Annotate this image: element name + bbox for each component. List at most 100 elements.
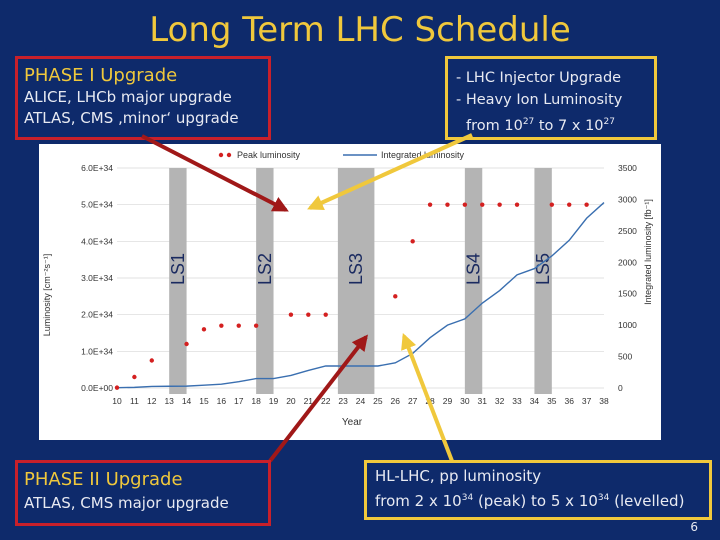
y-tick-label: 0.0E+00 — [81, 383, 113, 393]
legend-peak-marker-2 — [218, 152, 224, 158]
x-axis-label: Year — [342, 417, 363, 428]
x-tick-label: 28 — [425, 396, 435, 406]
peak-luminosity-point — [480, 202, 485, 207]
hl-line2-post: (levelled) — [609, 492, 685, 510]
x-tick-label: 16 — [217, 396, 227, 406]
peak-luminosity-point — [410, 239, 415, 244]
y2-tick-label: 0 — [618, 383, 623, 393]
y2-tick-label: 3000 — [618, 194, 637, 204]
shutdown-label-ls5: LS5 — [533, 253, 553, 285]
shutdown-label-ls4: LS4 — [464, 253, 484, 285]
hl-lhc-box: HL-LHC, pp luminosity from 2 x 1034 (pea… — [364, 460, 712, 520]
x-tick-label: 19 — [269, 396, 279, 406]
injector-line1: - LHC Injector Upgrade — [456, 70, 622, 86]
hl-line1: HL-LHC, pp luminosity — [375, 467, 542, 485]
peak-luminosity-point — [253, 323, 259, 328]
y2-tick-label: 1500 — [618, 289, 637, 299]
hl-line2-sup1: 34 — [461, 493, 474, 503]
x-tick-label: 12 — [147, 396, 157, 406]
page-title: Long Term LHC Schedule — [149, 10, 571, 50]
x-tick-label: 18 — [251, 396, 261, 406]
peak-luminosity-point — [497, 202, 502, 207]
shutdown-label-ls2: LS2 — [255, 253, 275, 285]
x-axis-ticks: 10 11 12 13 14 15 16 17 18 19 20 21 22 23 24 25 26 27 28 29… — [112, 396, 609, 406]
peak-luminosity-point — [323, 312, 328, 317]
page-number: 6 — [690, 520, 698, 534]
x-tick-label: 23 — [338, 396, 348, 406]
phase1-heading: PHASE I Upgrade — [24, 65, 178, 86]
y-tick-label: 6.0E+34 — [81, 163, 113, 173]
peak-luminosity-point — [149, 358, 154, 363]
x-tick-label: 32 — [495, 396, 505, 406]
x-tick-label: 22 — [321, 396, 331, 406]
injector-line3-sup1: 27 — [522, 117, 535, 127]
x-tick-label: 30 — [460, 396, 470, 406]
phase1-box: PHASE I Upgrade ALICE, LHCb major upgrad… — [15, 56, 271, 140]
peak-luminosity-point — [462, 202, 468, 207]
x-tick-label: 15 — [199, 396, 209, 406]
peak-luminosity-point — [445, 202, 450, 207]
y-axis-ticks: 0.0E+00 1.0E+34 2.0E+34 3.0E+34 4.0E+34 5.0E+… — [81, 163, 113, 393]
peak-luminosity-point — [567, 202, 572, 207]
peak-luminosity-point — [236, 323, 241, 328]
phase2-heading: PHASE II Upgrade — [24, 469, 183, 490]
y2-tick-label: 1000 — [618, 320, 637, 330]
legend-integrated-label: Integrated luminosity — [381, 150, 465, 160]
peak-luminosity-point — [288, 312, 294, 317]
peak-luminosity-point — [184, 341, 189, 347]
x-tick-label: 20 — [286, 396, 296, 406]
peak-luminosity-point — [584, 202, 589, 207]
x-tick-label: 29 — [443, 396, 453, 406]
shutdown-label-ls1: LS1 — [168, 253, 188, 285]
y-tick-label: 2.0E+34 — [81, 310, 113, 320]
peak-luminosity-point — [114, 385, 120, 390]
luminosity-chart: LS1 LS2 LS3 LS4 LS5 0.0E+00 1.0E+34 2.0E+34 3.0… — [39, 144, 661, 440]
x-tick-label: 11 — [130, 396, 139, 406]
injector-line2: - Heavy Ion Luminosity — [456, 92, 623, 108]
peak-luminosity-point — [514, 202, 520, 207]
x-tick-label: 26 — [391, 396, 401, 406]
y2-tick-label: 3500 — [618, 163, 637, 173]
x-tick-label: 25 — [373, 396, 383, 406]
hl-line2-mid: (peak) to 5 x 10 — [473, 492, 598, 510]
peak-luminosity-point — [306, 312, 311, 317]
y2-tick-label: 2500 — [618, 226, 637, 236]
legend-peak-label: Peak luminosity — [237, 150, 301, 160]
y2-tick-label: 500 — [618, 352, 632, 362]
x-tick-label: 27 — [408, 396, 418, 406]
x-tick-label: 13 — [164, 396, 174, 406]
x-tick-label: 34 — [530, 396, 540, 406]
peak-luminosity-point — [549, 202, 555, 207]
peak-luminosity-point — [427, 202, 433, 207]
shutdown-band-ls5 — [534, 168, 552, 394]
x-tick-label: 35 — [547, 396, 557, 406]
peak-luminosity-point — [393, 294, 398, 299]
injector-line3-mid: to 7 x 10 — [534, 117, 604, 134]
x-tick-label: 37 — [582, 396, 592, 406]
hl-line2-sup2: 34 — [597, 493, 610, 503]
injector-line3-pre: from 10 — [466, 117, 523, 134]
x-tick-label: 38 — [599, 396, 609, 406]
x-tick-label: 31 — [478, 396, 488, 406]
shutdown-band-ls4 — [464, 168, 483, 394]
shutdown-label-ls3: LS3 — [346, 253, 366, 285]
injector-line3: from 1027 to 7 x 1027 — [456, 111, 646, 137]
hl-line2: from 2 x 1034 (peak) to 5 x 1034 (levell… — [375, 487, 701, 512]
x-tick-label: 24 — [356, 396, 366, 406]
x-tick-label: 10 — [112, 396, 122, 406]
x-tick-label: 17 — [234, 396, 244, 406]
y-tick-label: 1.0E+34 — [81, 346, 113, 356]
peak-luminosity-point — [219, 323, 224, 328]
y-axis-label: Luminosity [cm⁻²s⁻¹] — [42, 254, 52, 337]
y2-axis-label: Integrated luminosity [fb⁻¹] — [643, 199, 653, 305]
x-tick-label: 14 — [182, 396, 192, 406]
y-tick-label: 3.0E+34 — [81, 273, 113, 283]
y2-tick-label: 2000 — [618, 257, 637, 267]
x-tick-label: 21 — [304, 396, 314, 406]
y-tick-label: 5.0E+34 — [81, 200, 113, 210]
peak-luminosity-point — [132, 374, 137, 380]
y2-axis-ticks: 0 500 1000 1500 2000 2500 3000 3500 — [618, 163, 637, 393]
shutdown-band-ls1 — [169, 168, 187, 394]
injector-line3-sup2: 27 — [603, 117, 615, 127]
